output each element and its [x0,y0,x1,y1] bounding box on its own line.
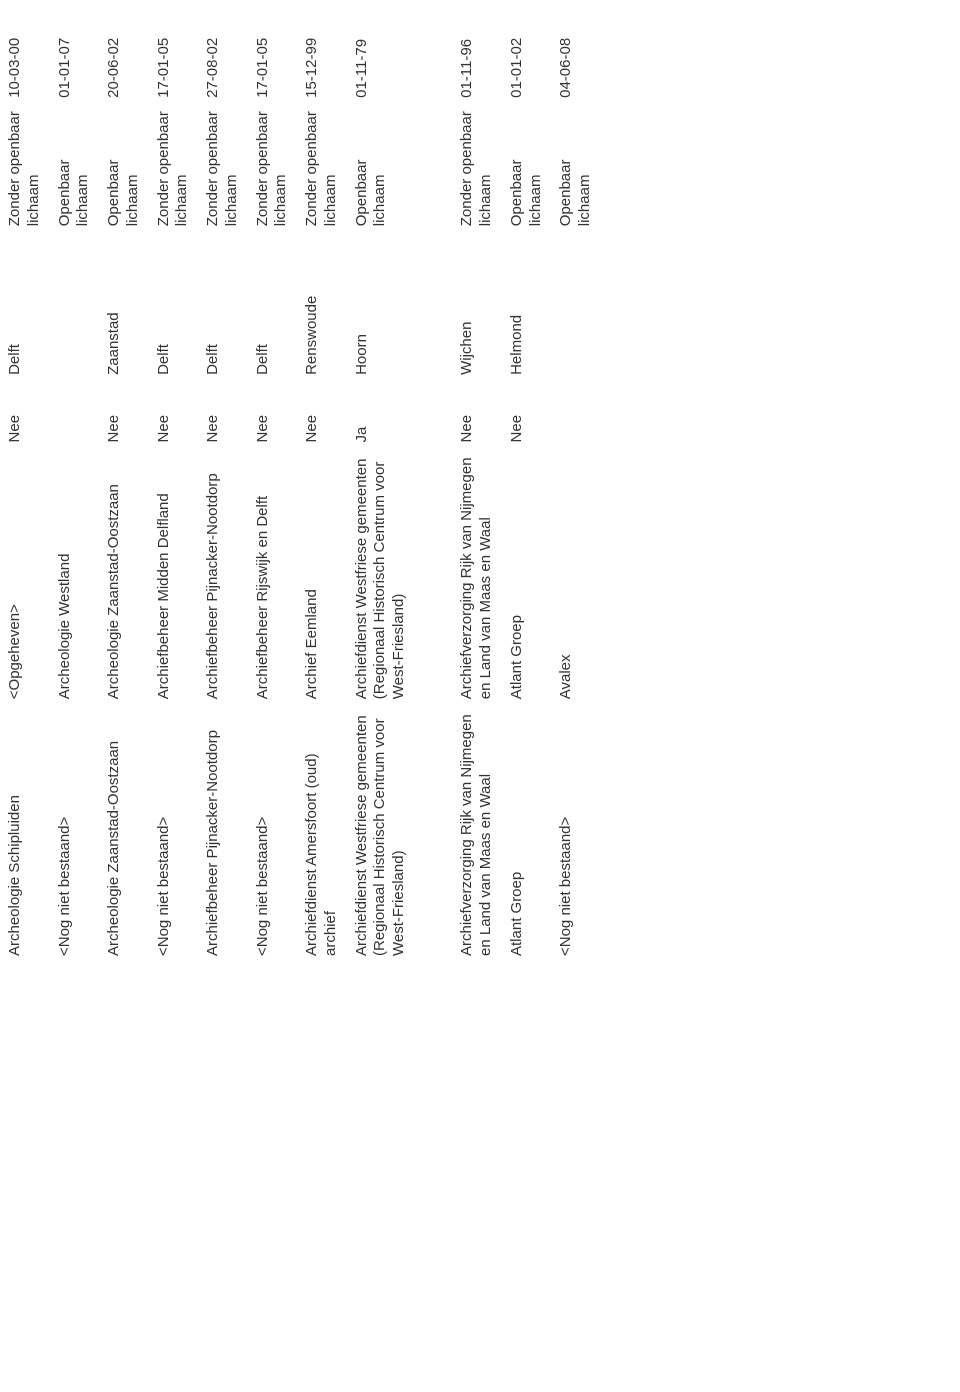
rotated-table-container: Archeologie Schipluiden<Opgeheven>NeeDel… [0,0,960,960]
table-cell: Ja [347,379,453,447]
table-cell: Zonder openbaar lichaam [297,102,347,230]
table-cell: Openbaar lichaam [99,102,149,230]
table-cell: Delft [0,230,50,379]
table-cell: Hoorn [347,230,453,379]
table-cell: Archief Eemland [297,446,347,703]
table-cell: Archiefdienst Amersfoort (oud) archief [297,703,347,960]
table-cell: Archeologie Schipluiden [0,703,50,960]
table-cell: 20-06-02 [99,0,149,102]
table-cell: Nee [99,379,149,447]
table-cell: 10-03-00 [0,0,50,102]
table-cell: Openbaar lichaam [50,102,100,230]
table-cell: Zonder openbaar lichaam [198,102,248,230]
table-cell: Atlant Groep [502,446,552,703]
table-cell: Archeologie Zaanstad-Oostzaan [99,446,149,703]
table-row: Archiefverzorging Rijk van Nijmegen en L… [452,0,502,960]
table-row: Archiefbeheer Pijnacker-NootdorpArchiefb… [198,0,248,960]
table-cell: Archiefdienst Westfriese gemeenten (Regi… [347,446,453,703]
table-cell: 01-01-02 [502,0,552,102]
table-row: <Nog niet bestaand>Avalex Openbaar lichaa… [551,0,601,960]
table-cell: Helmond [502,230,552,379]
table-cell: Zonder openbaar lichaam [0,102,50,230]
table-cell: Nee [452,379,502,447]
table-cell: Renswoude [297,230,347,379]
table-row: <Nog niet bestaand>Archeologie Westland O… [50,0,100,960]
table-cell: Openbaar lichaam [347,102,453,230]
table-cell [50,379,100,447]
table-cell: Avalex [551,446,601,703]
table-cell: Zaanstad [99,230,149,379]
table-cell: Nee [502,379,552,447]
table-cell: 17-01-05 [248,0,298,102]
table-cell: 04-06-08 [551,0,601,102]
table-row: Archiefdienst Westfriese gemeenten (Regi… [347,0,453,960]
table-cell: <Nog niet bestaand> [248,703,298,960]
table-cell: <Nog niet bestaand> [50,703,100,960]
table-cell: <Opgeheven> [0,446,50,703]
table-cell: Nee [248,379,298,447]
table-cell: Delft [149,230,199,379]
table-cell: Archiefbeheer Midden Delfland [149,446,199,703]
table-cell: 01-11-79 [347,0,453,102]
table-row: Archeologie Zaanstad-OostzaanArcheologie… [99,0,149,960]
table-cell: Zonder openbaar lichaam [452,102,502,230]
table-cell: 15-12-99 [297,0,347,102]
table-cell [551,230,601,379]
table-cell: Atlant Groep [502,703,552,960]
table-cell: Nee [149,379,199,447]
table-cell: Openbaar lichaam [551,102,601,230]
table-cell: Openbaar lichaam [502,102,552,230]
table-cell: Archeologie Zaanstad-Oostzaan [99,703,149,960]
table-cell: Zonder openbaar lichaam [149,102,199,230]
table-cell: Nee [297,379,347,447]
table-cell: 01-11-96 [452,0,502,102]
table-cell [551,379,601,447]
table-cell: Archiefbeheer Pijnacker-Nootdorp [198,703,248,960]
table-cell: <Nog niet bestaand> [149,703,199,960]
table-cell: Nee [0,379,50,447]
data-table: Archeologie Schipluiden<Opgeheven>NeeDel… [0,0,601,960]
table-cell: Delft [248,230,298,379]
table-cell: <Nog niet bestaand> [551,703,601,960]
table-row: Atlant GroepAtlant GroepNeeHelmondOpenba… [502,0,552,960]
table-cell: Archiefverzorging Rijk van Nijmegen en L… [452,446,502,703]
table-cell: 27-08-02 [198,0,248,102]
table-row: <Nog niet bestaand>Archiefbeheer Rijswij… [248,0,298,960]
table-cell: Delft [198,230,248,379]
table-cell: Nee [198,379,248,447]
table-cell: Archiefverzorging Rijk van Nijmegen en L… [452,703,502,960]
table-cell: Archeologie Westland [50,446,100,703]
table-cell: 17-01-05 [149,0,199,102]
table-row: <Nog niet bestaand>Archiefbeheer Midden … [149,0,199,960]
table-cell: Archiefbeheer Rijswijk en Delft [248,446,298,703]
table-row: Archeologie Schipluiden<Opgeheven>NeeDel… [0,0,50,960]
table-cell: Zonder openbaar lichaam [248,102,298,230]
table-cell: Archiefdienst Westfriese gemeenten (Regi… [347,703,453,960]
table-cell [50,230,100,379]
table-cell: Archiefbeheer Pijnacker-Nootdorp [198,446,248,703]
table-row: Archiefdienst Amersfoort (oud) archiefAr… [297,0,347,960]
table-cell: 01-01-07 [50,0,100,102]
table-cell: Wijchen [452,230,502,379]
